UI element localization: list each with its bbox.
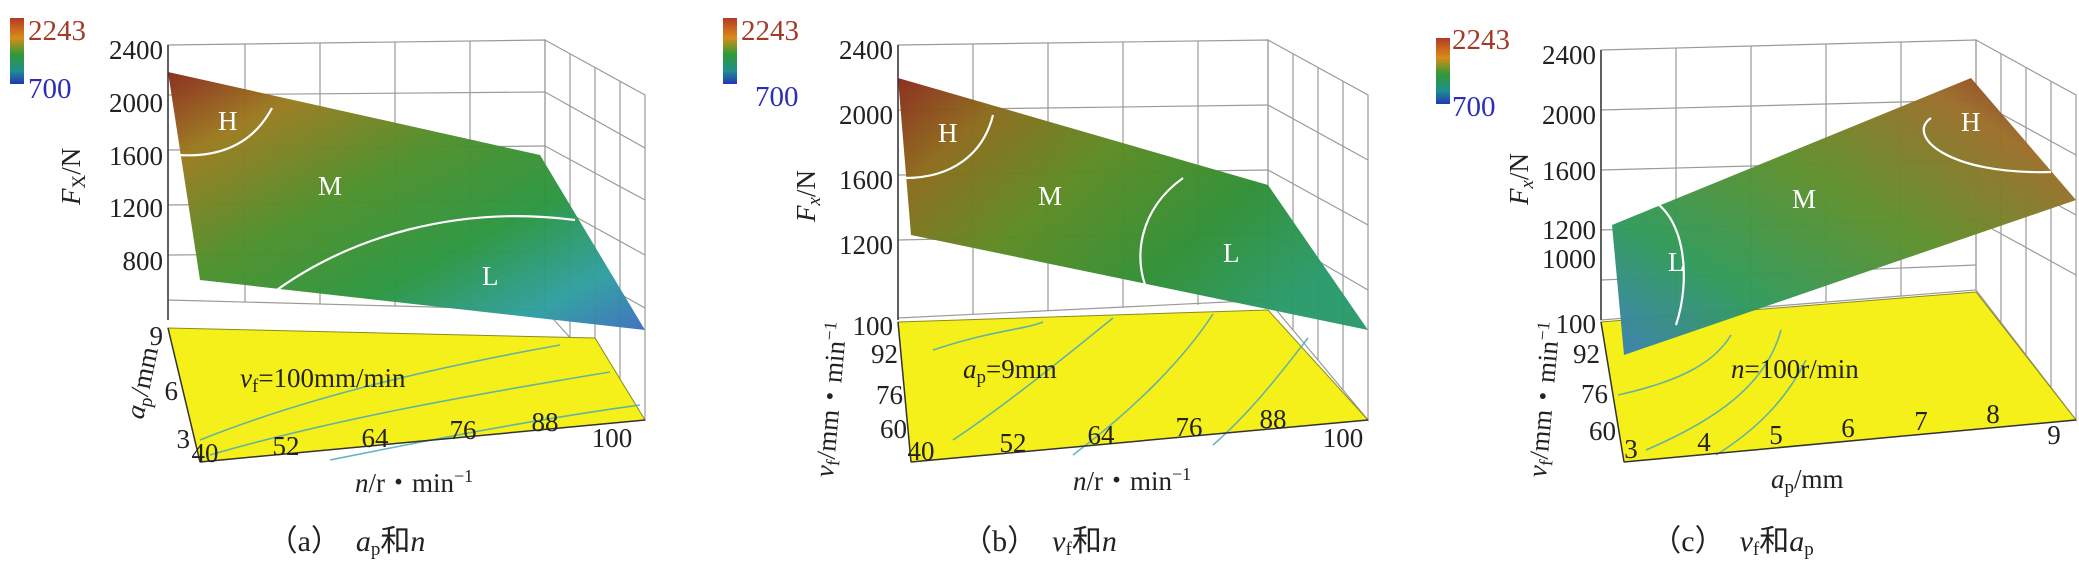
z-axis-title: FX/N xyxy=(56,148,90,206)
x-tick-label: 100 xyxy=(592,423,633,453)
caption-c: （c） vf和ap xyxy=(1651,525,1814,560)
z-tick-label: 2400 xyxy=(839,35,893,65)
x-axis-line xyxy=(910,419,1369,463)
y-axis-line xyxy=(897,321,912,463)
x-tick-label: 3 xyxy=(1624,434,1638,464)
panel-c: 2243 700 L M H 2400 20 xyxy=(1386,0,2079,577)
x-tick-label: 4 xyxy=(1697,427,1711,457)
zone-label-medium: M xyxy=(318,171,342,201)
x-axis-title: ap/mm xyxy=(1771,464,1844,498)
y-axis-title: ap/mm xyxy=(120,344,168,422)
x-tick-label: 100 xyxy=(1323,423,1364,453)
x-tick-label: 5 xyxy=(1769,420,1783,450)
zone-label-high: H xyxy=(938,118,958,148)
colorbar-min-label: 700 xyxy=(28,73,72,105)
response-surface xyxy=(1612,78,2076,355)
colorbar xyxy=(10,18,24,84)
x-tick-label: 88 xyxy=(1260,404,1287,434)
surface-plot-b: 2243 700 H M L 2400 xyxy=(723,15,1370,496)
panel-a: 2243 700 H M L xyxy=(0,0,693,577)
y-axis-line xyxy=(167,327,201,463)
z-tick-label: 2400 xyxy=(1542,40,1596,70)
y-tick-label: 76 xyxy=(876,380,903,410)
y-tick-label: 100 xyxy=(1556,309,1597,339)
zone-boundaries xyxy=(177,107,576,296)
x-tick-label: 52 xyxy=(1000,428,1027,458)
x-axis-line xyxy=(1623,419,2077,463)
y-tick-label: 9 xyxy=(150,321,164,351)
zone-label-low: L xyxy=(1668,247,1685,277)
x-tick-label: 88 xyxy=(532,407,559,437)
y-axis-line xyxy=(1600,321,1625,463)
zone-label-low: L xyxy=(1223,238,1240,268)
floor-contours xyxy=(1617,329,1807,456)
zone-label-low: L xyxy=(482,261,499,291)
y-tick-label: 60 xyxy=(1589,416,1616,446)
surface-plot-a: 2243 700 H M L xyxy=(10,15,646,498)
y-axis-title: vf/mm・min−1 xyxy=(1520,320,1569,479)
colorbar xyxy=(1436,38,1450,104)
y-tick-label: 60 xyxy=(880,414,907,444)
response-surface xyxy=(168,72,645,330)
contour-floor xyxy=(897,309,1370,463)
z-axis-title: Fx/N xyxy=(791,170,825,223)
z-tick-label: 1200 xyxy=(839,230,893,260)
x-tick-label: 7 xyxy=(1914,406,1928,436)
x-tick-label: 76 xyxy=(450,415,477,445)
response-surface xyxy=(898,78,1368,330)
x-axis-title: n/r・min−1 xyxy=(355,466,473,498)
y-tick-label: 92 xyxy=(1573,339,1600,369)
colorbar-max-label: 2243 xyxy=(1452,24,1510,56)
colorbar-max-label: 2243 xyxy=(28,15,86,47)
z-tick-label: 2000 xyxy=(109,88,163,118)
surface-plot-c: 2243 700 L M H 2400 20 xyxy=(1436,24,2077,498)
zone-label-high: H xyxy=(218,106,238,136)
y-tick-label: 76 xyxy=(1581,379,1608,409)
z-tick-label: 1600 xyxy=(109,141,163,171)
colorbar-max-label: 2243 xyxy=(741,15,799,47)
z-tick-label: 2000 xyxy=(1542,100,1596,130)
z-axis-title: Fx/N xyxy=(1504,153,1538,206)
x-tick-label: 64 xyxy=(362,423,390,453)
z-tick-label: 1600 xyxy=(1542,156,1596,186)
zone-boundaries xyxy=(904,114,1184,293)
x-axis-line xyxy=(199,419,646,463)
y-tick-label: 92 xyxy=(871,339,898,369)
colorbar-min-label: 700 xyxy=(1452,91,1496,123)
z-tick-label: 1000 xyxy=(1542,244,1596,274)
x-axis-title: n/r・min−1 xyxy=(1073,464,1191,496)
x-tick-label: 40 xyxy=(908,436,935,466)
floor-contours xyxy=(199,344,641,461)
zone-label-high: H xyxy=(1961,107,1981,137)
fixed-condition-label: vf=100mm/min xyxy=(240,363,406,397)
panel-b: 2243 700 H M L 2400 xyxy=(693,0,1386,577)
colorbar-min-label: 700 xyxy=(755,81,799,113)
z-tick-label: 2400 xyxy=(109,35,163,65)
caption-b: （b） vf和n xyxy=(962,525,1117,560)
fixed-condition-label: n=100r/min xyxy=(1731,354,1859,384)
x-tick-label: 76 xyxy=(1176,412,1203,442)
x-tick-label: 40 xyxy=(192,438,219,468)
y-tick-label: 100 xyxy=(853,311,894,341)
y-tick-label: 6 xyxy=(165,376,179,406)
y-tick-label: 3 xyxy=(177,424,191,454)
x-tick-label: 9 xyxy=(2047,420,2061,450)
z-tick-label: 1200 xyxy=(109,193,163,223)
x-tick-label: 52 xyxy=(273,431,300,461)
zone-label-medium: M xyxy=(1792,184,1816,214)
zone-label-medium: M xyxy=(1038,181,1062,211)
zone-boundaries xyxy=(1647,117,2052,326)
z-tick-label: 1200 xyxy=(1542,215,1596,245)
x-tick-label: 8 xyxy=(1986,399,2000,429)
z-tick-label: 2000 xyxy=(839,100,893,130)
x-tick-label: 6 xyxy=(1841,413,1855,443)
y-axis-title: vf/mm・min−1 xyxy=(807,320,856,479)
colorbar xyxy=(723,18,737,84)
fixed-condition-label: ap=9mm xyxy=(963,354,1057,388)
z-tick-label: 1600 xyxy=(839,165,893,195)
z-tick-label: 800 xyxy=(123,246,164,276)
caption-a: （a） ap和n xyxy=(267,525,426,560)
x-tick-label: 64 xyxy=(1088,420,1116,450)
